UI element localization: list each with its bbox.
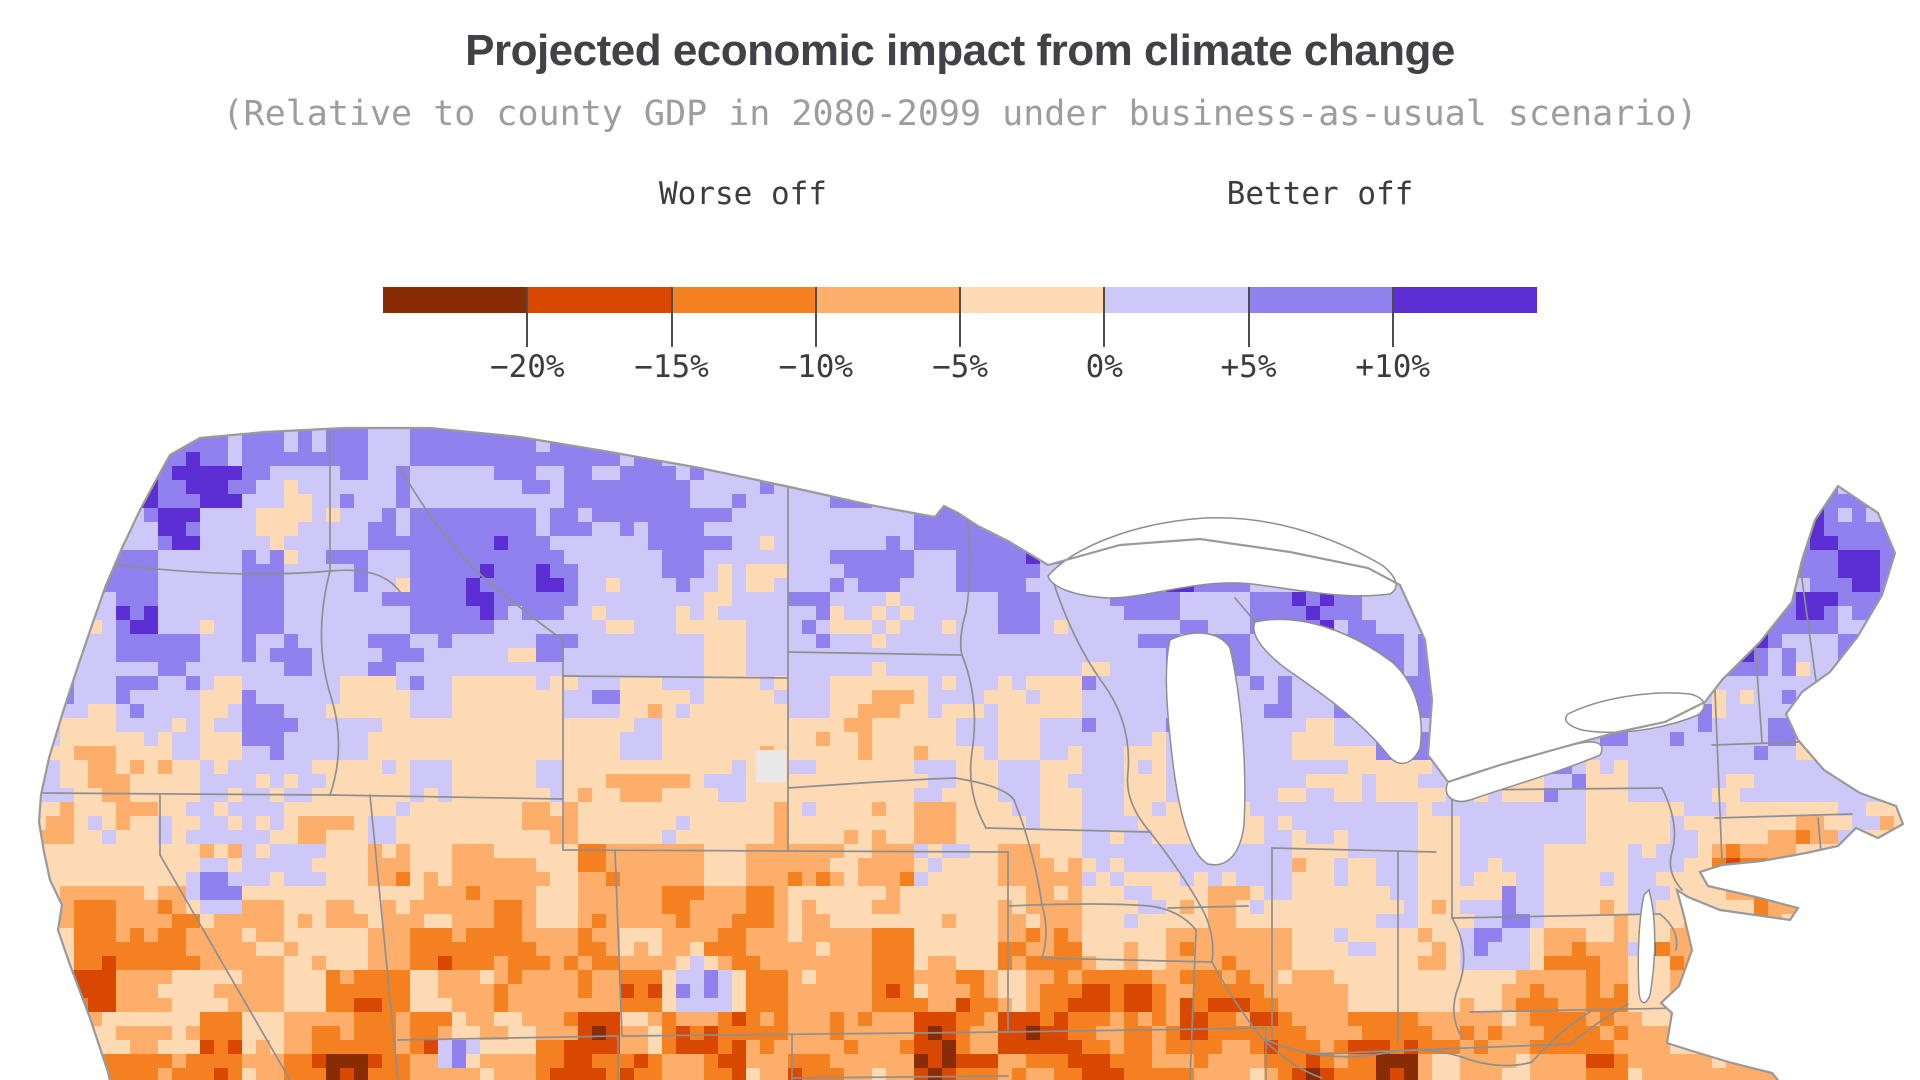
state-border-line	[985, 827, 1151, 833]
state-border-line	[369, 794, 399, 1080]
state-border-line	[1007, 903, 1197, 931]
state-border-line	[614, 849, 623, 1037]
state-border-line	[791, 1075, 1009, 1079]
legend-tick	[1247, 287, 1250, 347]
state-border-line	[320, 570, 340, 796]
no-data-county	[756, 750, 786, 782]
legend-color-segment	[1248, 287, 1393, 313]
state-border-line	[621, 1031, 1009, 1037]
state-border-line	[1013, 799, 1047, 959]
state-border-line	[1261, 1037, 1323, 1079]
state-border-line	[787, 777, 1015, 801]
legend-worse-label: Worse off	[659, 176, 827, 212]
state-border-line	[1149, 831, 1201, 906]
legend-tick	[1391, 287, 1394, 347]
state-border-line	[787, 651, 963, 656]
state-border-line	[1211, 961, 1263, 1039]
page-title: Projected economic impact from climate c…	[465, 26, 1455, 75]
state-border-line	[1189, 929, 1197, 1080]
great-lakes	[1047, 516, 1705, 1004]
state-border-line	[1041, 957, 1213, 963]
legend-colorbar	[383, 287, 1537, 313]
state-border-line	[961, 654, 987, 829]
state-border-line	[1167, 905, 1249, 909]
legend-tick-label: −15%	[634, 349, 709, 385]
lake-shape	[1047, 516, 1397, 599]
state-border-line	[562, 849, 1009, 853]
state-border-line	[1051, 577, 1151, 833]
us-outline	[37, 426, 1905, 1080]
lake-shape	[1637, 888, 1656, 1004]
legend-color-segment	[527, 287, 672, 313]
state-borders	[39, 429, 1853, 1080]
legend-tick	[1103, 287, 1106, 347]
page-subtitle: (Relative to county GDP in 2080-2099 und…	[222, 94, 1698, 134]
state-border-line	[159, 794, 291, 1080]
state-border-line	[1451, 913, 1661, 919]
legend-tick	[670, 287, 673, 347]
state-border-line	[1659, 913, 1678, 951]
legend-tick	[526, 287, 529, 347]
state-border-line	[1531, 1011, 1591, 1063]
legend-tick	[814, 287, 817, 347]
legend-color-segment	[383, 287, 528, 313]
state-border-line	[39, 792, 564, 800]
legend-color-segment	[815, 287, 960, 313]
state-border-line	[397, 1035, 619, 1041]
legend-color-segment	[1104, 287, 1249, 313]
legend-tick-label: −10%	[778, 349, 854, 385]
legend-tick-label: −5%	[932, 349, 988, 385]
state-border-line	[1007, 1027, 1267, 1033]
state-border-line	[1199, 904, 1214, 963]
county-cells	[39, 428, 1903, 1080]
lake-shape	[1165, 632, 1246, 866]
lake-shape	[1564, 692, 1705, 734]
state-border-line	[1714, 813, 1853, 819]
legend-tick-label: +10%	[1355, 349, 1431, 385]
state-border-line	[1569, 1003, 1629, 1045]
legend-color-segment	[960, 287, 1105, 313]
legend-tick-label: 0%	[1085, 349, 1123, 385]
legend-color-segment	[671, 287, 816, 313]
legend-better-label: Better off	[1226, 176, 1414, 212]
state-border-line	[1661, 787, 1683, 891]
state-border-line	[1309, 1043, 1571, 1055]
state-border-line	[399, 467, 564, 641]
state-border-line	[562, 675, 789, 679]
legend-tick-label: −20%	[489, 349, 565, 385]
legend-color-segment	[1392, 287, 1537, 313]
state-border-line	[94, 561, 401, 593]
lake-shape	[1253, 618, 1422, 764]
legend-tick-label: +5%	[1220, 349, 1277, 385]
legend-tick	[959, 287, 961, 347]
state-border-line	[1711, 741, 1801, 746]
state-border-line	[1451, 917, 1465, 1039]
state-border-line	[1271, 847, 1437, 853]
